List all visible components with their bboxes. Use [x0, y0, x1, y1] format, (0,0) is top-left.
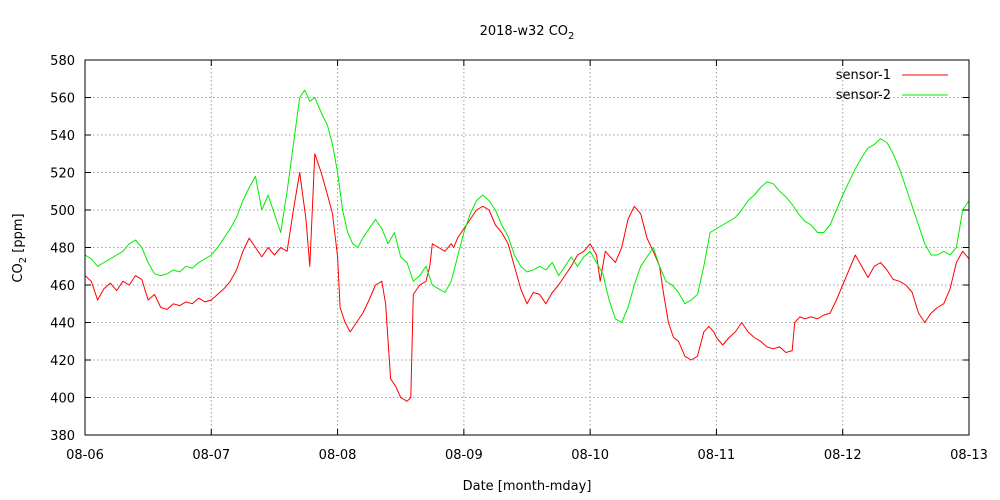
x-axis-label: Date [month-mday]: [463, 479, 592, 494]
x-tick-label: 08-07: [192, 448, 230, 463]
x-tick-label: 08-10: [571, 448, 609, 463]
y-tick-label: 460: [50, 279, 75, 294]
axis-ticks: 380 400 420 440 460 480 500 520 540 560 580 08-06 08…: [50, 54, 988, 463]
x-tick-label: 08-09: [445, 448, 483, 463]
y-tick-label: 420: [50, 354, 75, 369]
x-tick-label: 08-11: [698, 448, 736, 463]
series-line-sensor-1: [84, 153, 970, 402]
y-axis-label-sub: 2: [18, 257, 29, 263]
x-tick-label: 08-12: [824, 448, 862, 463]
x-tick-label: 08-06: [66, 448, 104, 463]
y-tick-label: 400: [50, 392, 75, 407]
y-axis-label: CO2 [ppm]: [11, 213, 29, 282]
y-axis-label-post: [ppm]: [11, 213, 26, 256]
x-tick-label: 08-13: [950, 448, 988, 463]
chart-title-main: 2018-w32 CO: [480, 24, 568, 39]
y-tick-label: 580: [50, 54, 75, 69]
chart-title-sub: 2: [568, 31, 574, 42]
y-tick-label: 380: [50, 429, 75, 444]
y-tick-label: 440: [50, 317, 75, 332]
y-tick-label: 480: [50, 242, 75, 257]
y-axis-label-pre: CO: [11, 263, 26, 282]
grid: [85, 60, 969, 435]
y-tick-label: 540: [50, 129, 75, 144]
x-tick-label: 08-08: [319, 448, 357, 463]
legend: sensor-1 sensor-2: [836, 68, 948, 103]
legend-label-sensor-2: sensor-2: [836, 88, 891, 103]
legend-label-sensor-1: sensor-1: [836, 68, 891, 83]
y-tick-label: 560: [50, 92, 75, 107]
series-area: [84, 89, 970, 402]
chart-title: 2018-w32 CO2: [480, 24, 575, 42]
series-line-sensor-2: [84, 89, 970, 323]
y-tick-label: 500: [50, 204, 75, 219]
y-tick-label: 520: [50, 167, 75, 182]
